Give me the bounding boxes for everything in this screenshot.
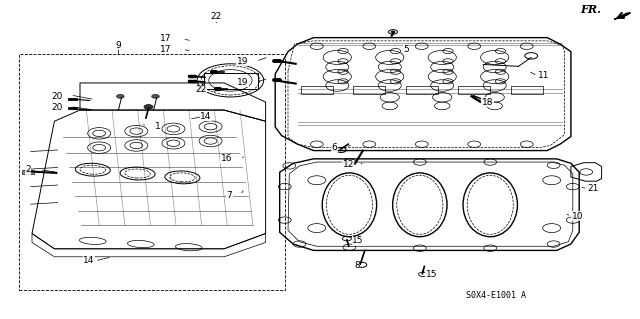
Text: FR.: FR.	[580, 4, 602, 15]
Bar	[406, 86, 438, 94]
Text: S0X4-E1001 A: S0X4-E1001 A	[466, 292, 526, 300]
Text: 12: 12	[342, 160, 354, 169]
Circle shape	[144, 105, 153, 109]
Text: 6: 6	[332, 143, 337, 152]
Bar	[301, 86, 333, 94]
Text: 10: 10	[572, 212, 583, 221]
Text: 2: 2	[25, 165, 31, 174]
Bar	[511, 86, 543, 94]
Text: 8: 8	[354, 261, 360, 270]
Text: 17: 17	[160, 34, 172, 43]
Text: 14: 14	[200, 112, 212, 121]
Bar	[353, 86, 385, 94]
Circle shape	[152, 94, 159, 98]
Text: 1: 1	[155, 122, 161, 130]
Text: 20: 20	[51, 92, 63, 101]
Text: 17: 17	[160, 45, 172, 54]
Text: 16: 16	[221, 154, 232, 163]
Text: 15: 15	[352, 236, 364, 245]
Text: 5: 5	[403, 45, 409, 54]
Text: 22: 22	[195, 85, 207, 94]
Text: 22: 22	[211, 12, 222, 21]
Text: 7: 7	[227, 191, 232, 200]
Bar	[458, 86, 490, 94]
Text: 14: 14	[83, 256, 95, 265]
Text: 18: 18	[482, 98, 493, 107]
Text: 21: 21	[588, 184, 599, 193]
Polygon shape	[614, 13, 630, 19]
Text: 9: 9	[116, 41, 121, 50]
Text: 19: 19	[237, 57, 248, 66]
Circle shape	[116, 94, 124, 98]
Bar	[22, 170, 34, 174]
Text: 20: 20	[51, 103, 63, 112]
Circle shape	[391, 31, 395, 33]
Bar	[204, 73, 258, 89]
Text: 15: 15	[426, 271, 437, 279]
Text: 11: 11	[538, 71, 549, 80]
FancyArrow shape	[24, 170, 32, 172]
Text: 19: 19	[237, 78, 248, 87]
